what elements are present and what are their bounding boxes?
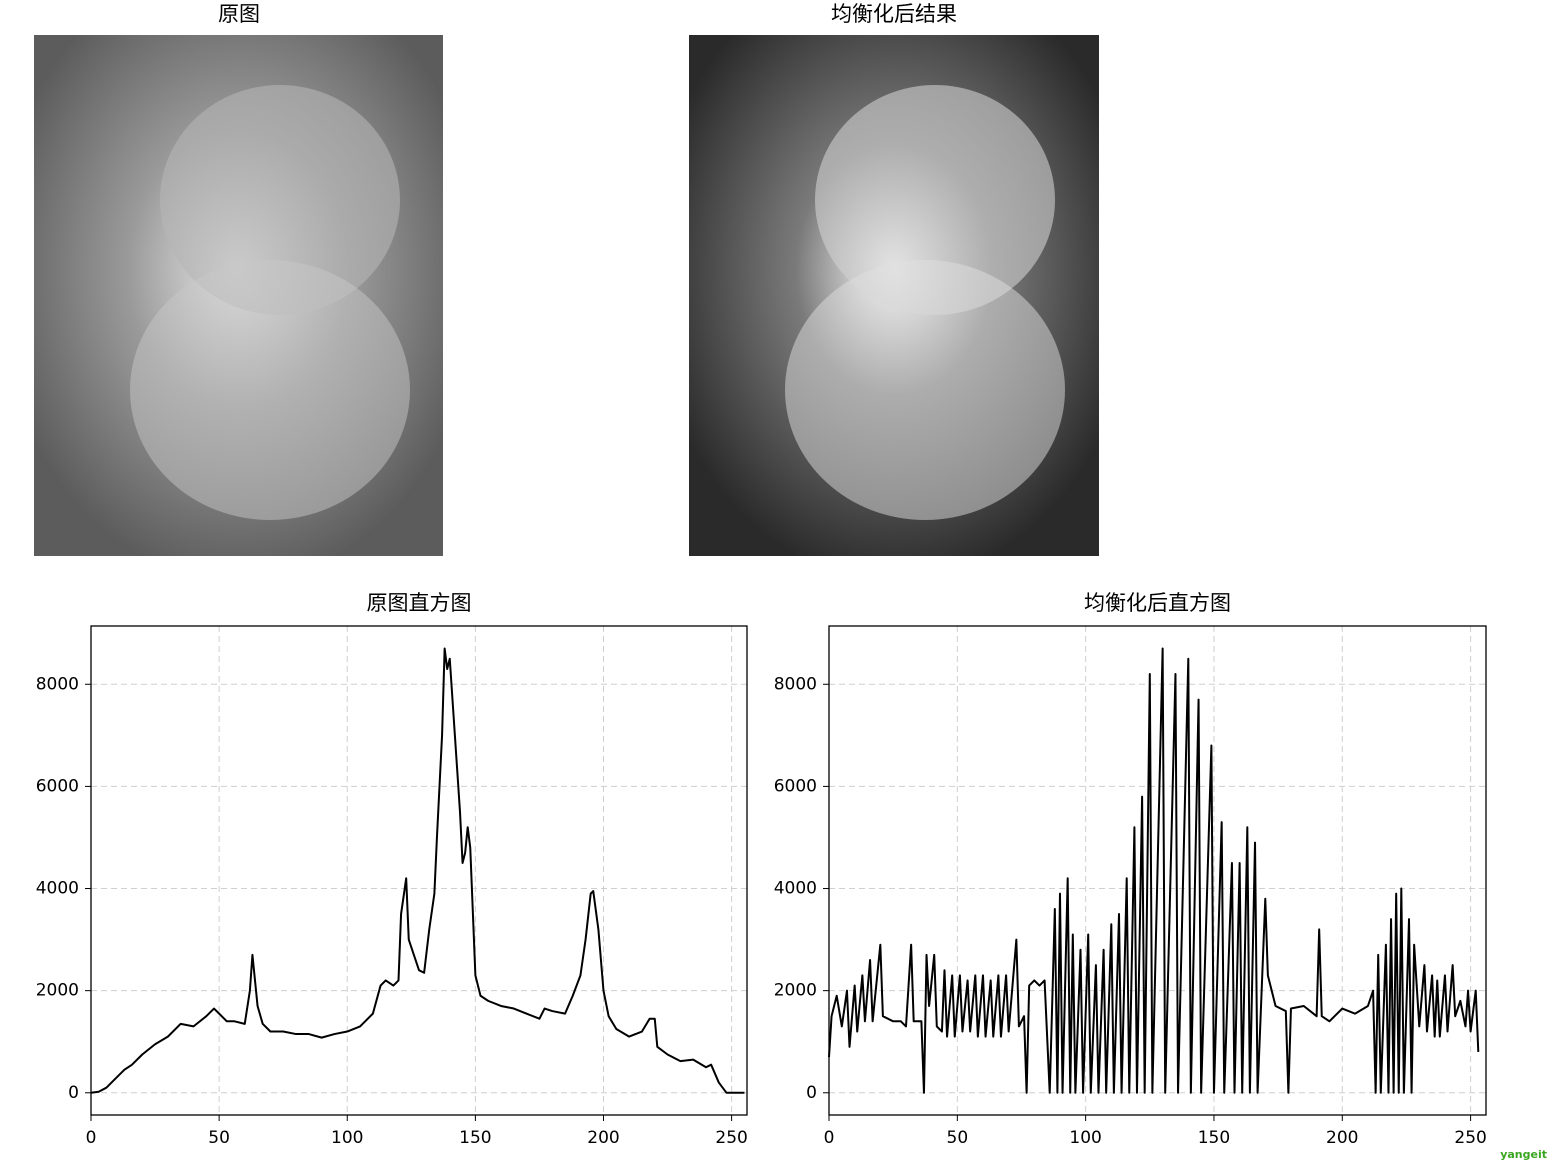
y-tick-label: 4000 [36, 879, 79, 899]
x-tick-label: 250 [1454, 1128, 1486, 1148]
x-tick-label: 200 [587, 1128, 619, 1148]
x-tick-label: 150 [459, 1128, 491, 1148]
y-tick-label: 4000 [774, 879, 817, 899]
x-tick-label: 50 [947, 1128, 969, 1148]
x-tick-label: 250 [715, 1128, 747, 1148]
y-tick-label: 0 [68, 1083, 79, 1103]
x-tick-label: 50 [208, 1128, 230, 1148]
x-tick-label: 100 [331, 1128, 363, 1148]
image-shape [160, 85, 400, 315]
x-tick-label: 0 [824, 1128, 835, 1148]
y-tick-label: 2000 [774, 981, 817, 1001]
image-title: 原图 [218, 2, 260, 26]
data-line [90, 647, 745, 1094]
y-tick-label: 8000 [36, 674, 79, 694]
x-tick-label: 100 [1069, 1128, 1101, 1148]
image-shape [785, 260, 1065, 520]
plot-frame [90, 625, 748, 1116]
image-shape [130, 260, 410, 520]
image-title: 均衡化后结果 [831, 2, 957, 26]
image-shape [815, 85, 1055, 315]
chart-title: 原图直方图 [367, 591, 472, 615]
y-tick-label: 6000 [36, 776, 79, 796]
plot-frame [828, 625, 1487, 1116]
x-tick-label: 200 [1326, 1128, 1358, 1148]
x-tick-label: 150 [1198, 1128, 1230, 1148]
watermark: yangeit [1500, 1148, 1547, 1161]
x-tick-label: 0 [86, 1128, 97, 1148]
y-tick-label: 6000 [774, 776, 817, 796]
y-tick-label: 8000 [774, 674, 817, 694]
y-tick-label: 0 [806, 1083, 817, 1103]
y-tick-label: 2000 [36, 981, 79, 1001]
data-line [828, 647, 1480, 1094]
chart-title: 均衡化后直方图 [1084, 591, 1231, 615]
